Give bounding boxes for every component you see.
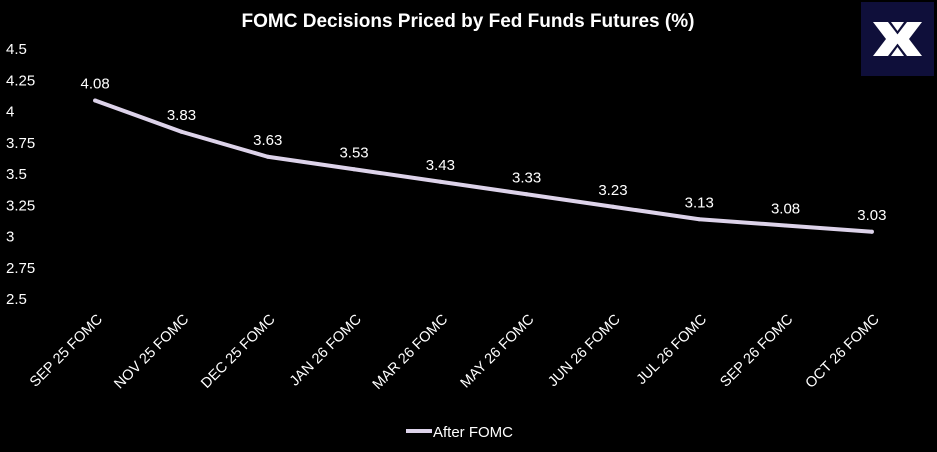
- data-point: [783, 223, 788, 228]
- data-point: [179, 129, 184, 134]
- data-label: 3.23: [598, 182, 627, 199]
- data-label: 3.33: [512, 169, 541, 186]
- data-label: 3.63: [253, 132, 282, 149]
- y-tick-label: 2.5: [6, 291, 27, 308]
- plot-area: 4.08 3.83 3.63 3.53 3.43 3.33 3.23 3.13 3.08 3.03: [81, 76, 886, 234]
- data-point: [93, 98, 98, 103]
- legend-label: After FOMC: [433, 424, 513, 441]
- data-label: 3.13: [685, 194, 714, 211]
- y-tick-label: 3.25: [6, 197, 35, 214]
- data-point: [869, 229, 874, 234]
- y-tick-label: 3.75: [6, 135, 35, 152]
- data-point: [524, 192, 529, 197]
- chart-title: FOMC Decisions Priced by Fed Funds Futur…: [242, 11, 695, 32]
- y-tick-label: 4.25: [6, 72, 35, 89]
- data-label: 3.03: [857, 207, 886, 224]
- series-line-after-fomc: [93, 98, 874, 234]
- data-point: [697, 217, 702, 222]
- data-label: 3.43: [426, 157, 455, 174]
- data-point: [265, 154, 270, 159]
- data-label: 3.83: [167, 107, 196, 124]
- data-point: [610, 204, 615, 209]
- data-label: 4.08: [81, 76, 110, 93]
- data-point: [438, 179, 443, 184]
- y-tick-label: 2.75: [6, 260, 35, 277]
- y-tick-label: 4: [6, 104, 14, 121]
- y-tick-label: 3.5: [6, 166, 27, 183]
- data-label: 3.08: [771, 201, 800, 218]
- logo-mark: [861, 2, 934, 76]
- y-axis: 2.5 2.75 3 3.25 3.5 3.75 4 4.25 4.5: [6, 41, 35, 308]
- double-x-logo-icon: [861, 2, 934, 76]
- data-label: 3.53: [339, 144, 368, 161]
- data-point: [352, 167, 357, 172]
- y-tick-label: 4.5: [6, 41, 27, 58]
- legend: After FOMC: [406, 424, 513, 441]
- y-tick-label: 3: [6, 229, 14, 246]
